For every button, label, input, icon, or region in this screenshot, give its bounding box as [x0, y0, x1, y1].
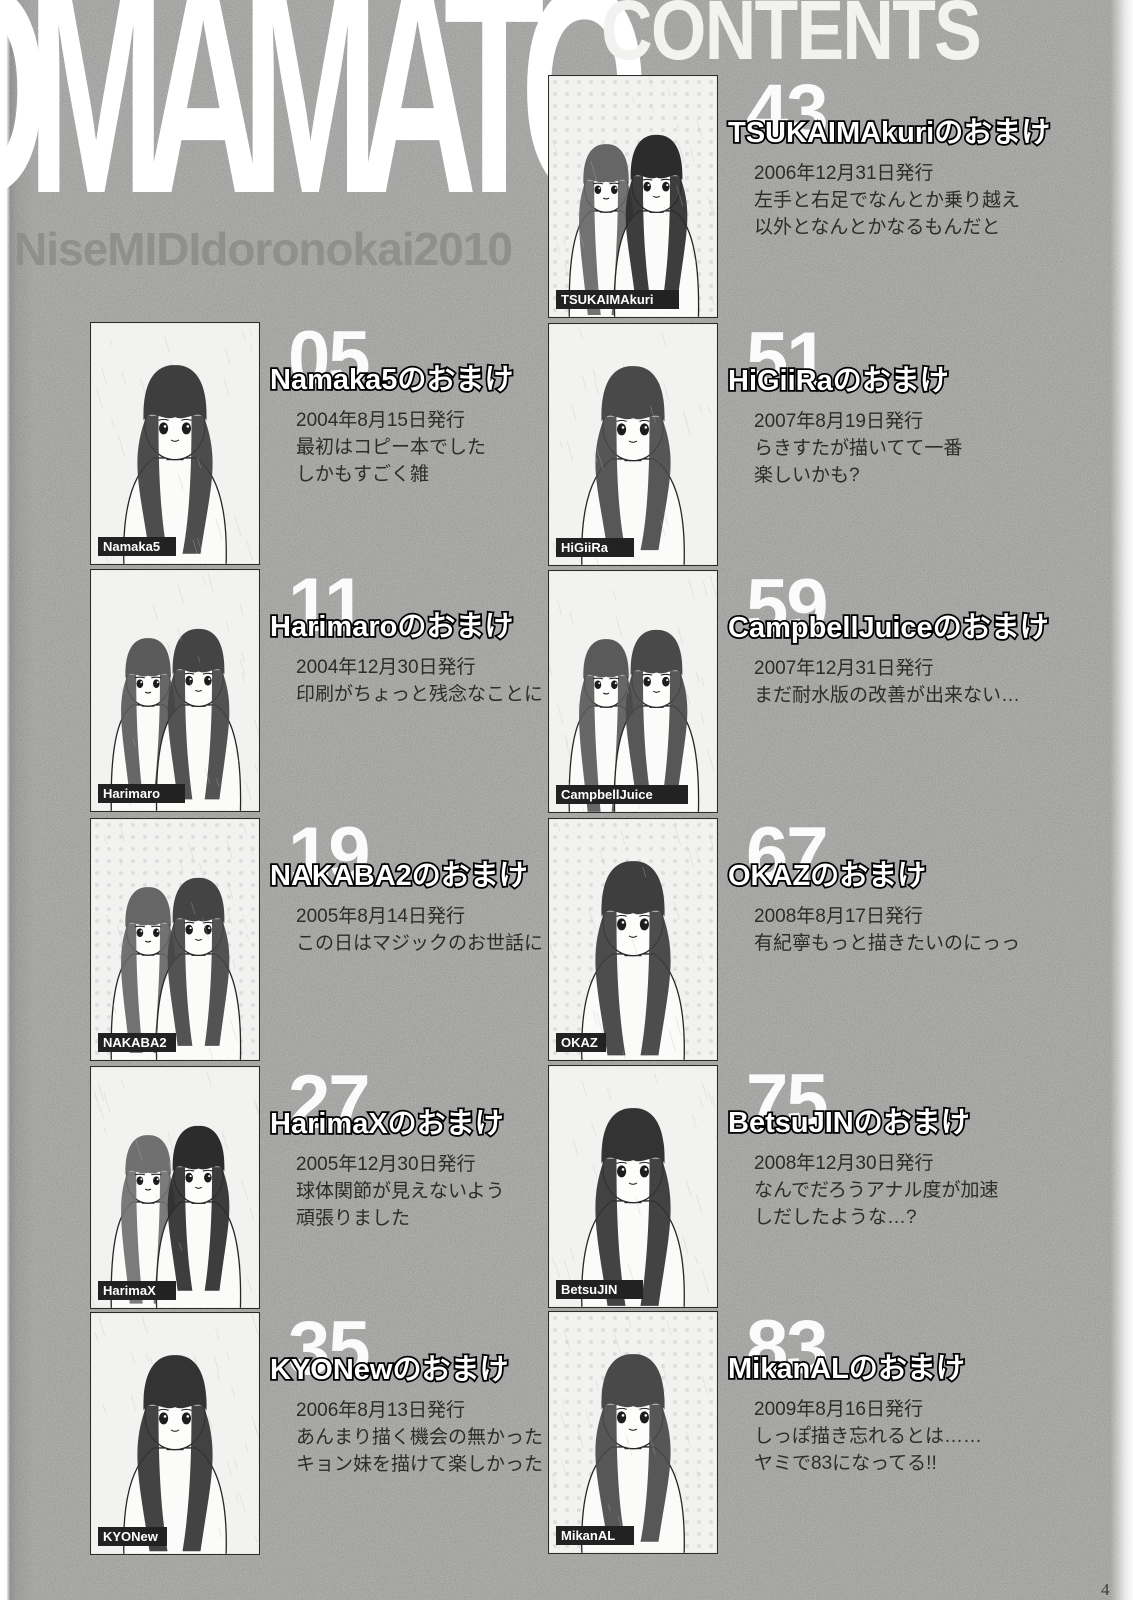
svg-text:NAKABA2: NAKABA2 [103, 1035, 167, 1050]
svg-text:MikanAL: MikanAL [561, 1528, 615, 1543]
svg-text:Harimaro: Harimaro [103, 786, 160, 801]
svg-text:TSUKAIMAkuri: TSUKAIMAkuri [561, 292, 653, 307]
svg-text:BetsuJIN: BetsuJIN [561, 1282, 617, 1297]
svg-text:Namaka5: Namaka5 [103, 539, 160, 554]
svg-text:CampbellJuice: CampbellJuice [561, 787, 653, 802]
svg-text:KYONew: KYONew [103, 1529, 159, 1544]
svg-text:OKAZ: OKAZ [561, 1035, 598, 1050]
svg-text:HiGiiRa: HiGiiRa [561, 540, 609, 555]
svg-text:HarimaX: HarimaX [103, 1283, 156, 1298]
